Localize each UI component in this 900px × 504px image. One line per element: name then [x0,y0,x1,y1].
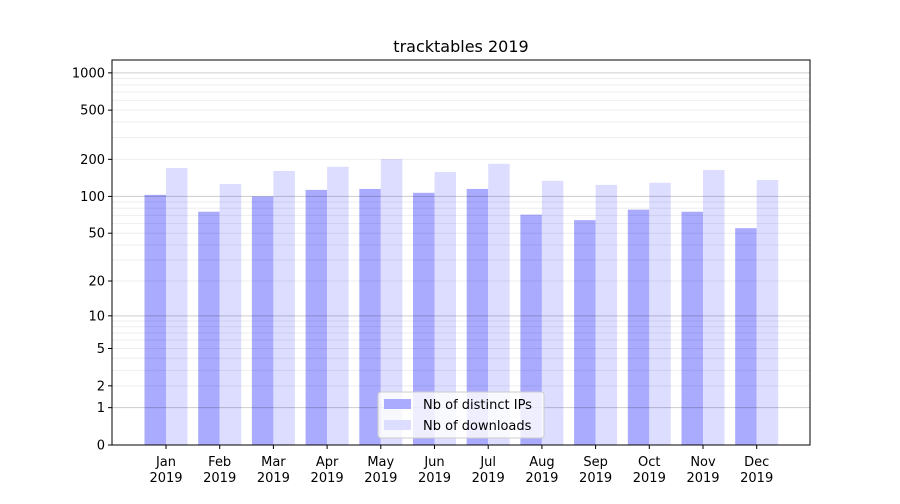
bar-ips [359,188,381,445]
y-tick-label: 50 [88,227,105,242]
legend-swatch-downloads [384,420,411,430]
plot-frame [111,59,811,446]
bar-downloads [541,180,564,445]
bar-ips [251,196,274,445]
x-tick-label: Dec 2019 [740,455,773,486]
legend-label-downloads: Nb of downloads [423,419,532,434]
bar-downloads [380,159,403,445]
bar-ips [413,192,435,445]
bar-ips [735,228,757,445]
x-tick-label: Aug 2019 [525,455,558,486]
y-tick-label: 500 [80,104,105,119]
y-tick-label: 20 [88,275,105,290]
bar-downloads [273,170,295,445]
y-tick-label: 100 [80,190,105,205]
legend: Nb of distinct IPs Nb of downloads [377,391,545,439]
bar-downloads [166,168,188,446]
bar-downloads [219,184,242,446]
bar-ips [681,211,703,445]
bar-ips [198,211,220,445]
x-tick-label: Jun 2019 [418,455,451,486]
x-tick-label: Mar 2019 [257,455,290,486]
bar-downloads [649,182,671,445]
x-tick-label: Nov 2019 [686,455,719,486]
bar-ips [574,220,596,445]
bar-downloads [434,171,456,445]
x-tick-label: May 2019 [364,455,397,486]
bar-downloads [595,184,618,445]
legend-swatch-ips [384,399,411,409]
y-tick-label: 10 [88,309,105,324]
bar-downloads [327,166,349,445]
bar-downloads [703,169,725,446]
y-tick-label: 5 [97,342,105,357]
y-tick-label: 1 [97,401,105,416]
x-tick-label: Jan 2019 [149,455,182,486]
legend-label-ips: Nb of distinct IPs [423,398,532,413]
x-tick-label: Apr 2019 [311,455,344,486]
bar-ips [627,209,650,445]
x-tick-label: Oct 2019 [633,455,666,486]
bar-ips [144,194,166,445]
x-tick-label: Jul 2019 [472,455,505,486]
bar-downloads [756,179,779,445]
chart-title: tracktables 2019 [393,37,528,56]
bar-downloads [488,163,510,445]
y-tick-label: 200 [80,153,105,168]
y-tick-label: 1000 [72,66,105,81]
bar-ips [305,189,328,445]
x-tick-label: Sep 2019 [579,455,612,486]
bar-ips [520,214,542,445]
x-tick-label: Feb 2019 [203,455,236,486]
bar-ips [466,188,489,445]
y-tick-label: 0 [97,439,105,454]
y-tick-label: 2 [97,379,105,394]
